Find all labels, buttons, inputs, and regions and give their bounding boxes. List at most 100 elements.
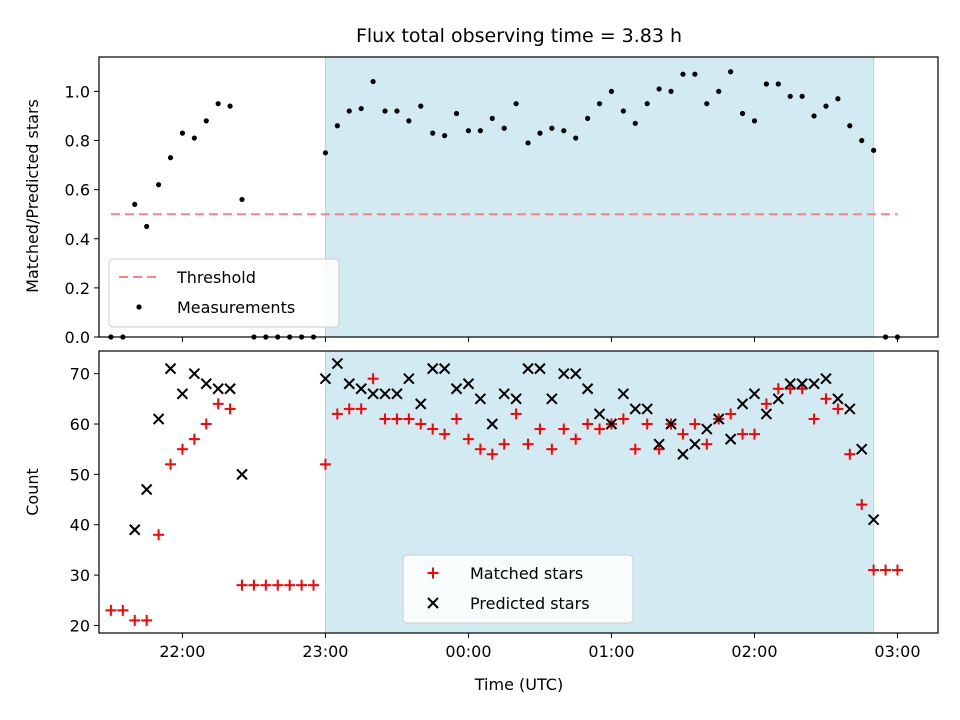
y-tick-label: 0.0 — [65, 328, 90, 347]
predicted-star-point — [701, 423, 713, 435]
matched-star-point — [427, 423, 439, 435]
marker-stroke — [474, 393, 487, 405]
marker-stroke — [331, 357, 344, 370]
predicted-star-point — [546, 393, 558, 405]
measurement-point — [787, 93, 793, 99]
matched-star-point — [117, 604, 129, 616]
marker-stroke — [510, 393, 522, 405]
measurement-point — [692, 71, 698, 77]
marker-stroke — [558, 367, 570, 380]
matched-star-point — [510, 408, 522, 420]
measurement-point — [632, 120, 638, 126]
predicted-star-point — [867, 513, 880, 526]
matched-star-point — [248, 579, 260, 591]
measurement-point — [370, 78, 376, 85]
predicted-star-point — [617, 388, 630, 400]
matched-star-point — [129, 614, 141, 626]
marker-stroke — [569, 367, 582, 380]
predicted-star-point — [772, 393, 785, 405]
measurement-point — [322, 150, 329, 156]
y-tick-label: 0.8 — [65, 132, 90, 151]
marker-stroke — [522, 362, 534, 375]
measurement-point — [191, 135, 197, 141]
marker-stroke — [820, 372, 832, 385]
legend-box — [108, 258, 340, 328]
marker-stroke — [403, 372, 415, 385]
marker-stroke — [343, 378, 355, 390]
predicted-star-point — [498, 388, 510, 400]
marker-stroke — [140, 483, 153, 496]
measurement-point — [155, 182, 162, 188]
marker-stroke — [367, 388, 379, 400]
matched-star-point — [331, 408, 343, 420]
measurement-point — [656, 86, 662, 92]
matched-star-point — [844, 448, 856, 460]
matched-star-point — [868, 564, 880, 576]
marker-stroke — [856, 443, 868, 455]
legend-measurements-label: Measurements — [177, 298, 295, 317]
matched-star-point — [319, 458, 331, 470]
measurement-point — [406, 118, 412, 124]
measurement-point — [501, 125, 507, 131]
measurement-point — [596, 101, 603, 107]
marker-stroke — [546, 393, 558, 405]
predicted-star-point — [593, 408, 606, 420]
measurement-point — [847, 123, 853, 129]
y-tick-label: 0.6 — [65, 181, 90, 200]
marker-stroke — [617, 388, 630, 400]
matched-star-point — [808, 413, 820, 425]
matched-star-point — [772, 383, 784, 395]
x-tick-label: 01:00 — [588, 642, 634, 661]
measurement-point — [132, 201, 138, 207]
legend-threshold-label: Threshold — [176, 268, 256, 287]
matched-star-point — [629, 443, 641, 455]
marker-stroke — [748, 388, 761, 400]
matched-star-point — [701, 438, 713, 450]
matched-star-point — [200, 418, 212, 430]
y-tick-label: 0.4 — [65, 230, 90, 249]
marker-stroke — [772, 393, 785, 405]
x-tick-label: 02:00 — [731, 642, 777, 661]
marker-stroke — [689, 438, 701, 450]
marker-stroke — [164, 362, 177, 375]
top-y-axis-label: Matched/Predicted stars — [23, 99, 42, 293]
matched-star-point — [308, 579, 320, 591]
marker-stroke — [581, 383, 594, 395]
matched-star-point — [355, 403, 367, 415]
measurement-point — [716, 88, 722, 94]
marker-stroke — [236, 468, 248, 481]
matched-star-point — [748, 428, 760, 440]
marker-stroke — [701, 423, 713, 435]
marker-stroke — [319, 372, 332, 385]
axes-frame — [98, 56, 939, 338]
marker-stroke — [391, 388, 403, 400]
matched-star-point — [165, 458, 177, 470]
matched-star-point — [343, 403, 355, 415]
matched-star-point — [462, 433, 474, 445]
measurement-point — [835, 96, 841, 102]
predicted-star-point — [665, 418, 677, 430]
predicted-star-point — [450, 383, 463, 395]
predicted-star-point — [832, 393, 844, 405]
marker-stroke — [629, 403, 641, 415]
marker-stroke — [534, 362, 546, 375]
marker-stroke — [224, 383, 236, 395]
measurement-point — [477, 128, 483, 134]
matched-star-point — [105, 604, 117, 616]
measurement-point — [739, 110, 746, 117]
predicted-star-point — [236, 468, 248, 481]
bottom-axes-frame — [98, 350, 939, 634]
matched-star-point — [677, 428, 689, 440]
top-data-layer — [108, 69, 901, 340]
predicted-star-point — [677, 448, 689, 460]
axes-frame — [98, 350, 939, 634]
marker-stroke — [760, 408, 773, 420]
marker-stroke — [379, 388, 391, 400]
measurement-point — [811, 113, 817, 119]
y-tick-label: 20 — [70, 616, 90, 635]
y-tick-label: 40 — [70, 516, 90, 535]
marker-stroke — [724, 433, 737, 445]
measurement-point — [763, 81, 769, 87]
bottom-axis-ticks: 20 30 40 50 60 70 22:00 23:00 00:00 01:00 02:00 03:… — [70, 365, 921, 661]
